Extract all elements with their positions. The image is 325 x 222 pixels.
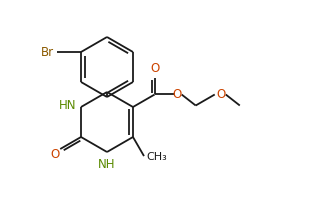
Text: CH₃: CH₃	[146, 152, 167, 162]
Text: HN: HN	[58, 99, 76, 113]
Text: O: O	[216, 88, 225, 101]
Text: Br: Br	[41, 46, 54, 59]
Text: O: O	[51, 147, 60, 161]
Text: O: O	[172, 88, 181, 101]
Text: NH: NH	[98, 158, 116, 171]
Text: O: O	[150, 61, 159, 75]
